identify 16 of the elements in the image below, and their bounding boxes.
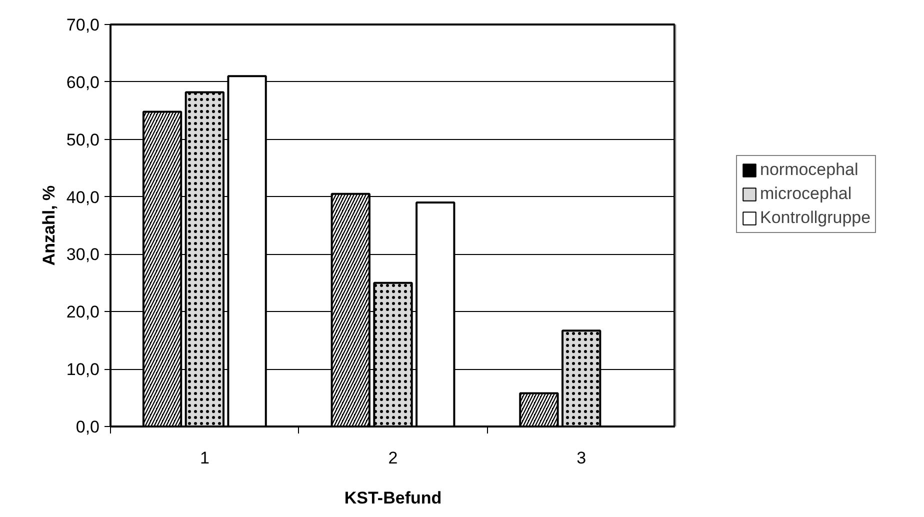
x-tick-label: 1 <box>200 448 210 468</box>
y-tick-label: 10,0 <box>66 360 100 380</box>
y-tick-label: 50,0 <box>66 130 100 150</box>
y-tick-label: 40,0 <box>66 188 100 207</box>
y-tick-label: 0,0 <box>76 418 100 436</box>
legend-label: microcephal <box>760 184 852 204</box>
x-tick-label: 2 <box>388 448 398 468</box>
y-tick-label: 60,0 <box>66 72 100 92</box>
x-tick-label: 3 <box>576 448 586 468</box>
y-tick-label: 70,0 <box>66 16 100 34</box>
y-axis-title: Anzahl, % <box>39 185 58 266</box>
legend-label: normocephal <box>760 160 858 180</box>
y-tick-label: 30,0 <box>66 245 100 264</box>
y-tick-label: 20,0 <box>66 302 100 322</box>
x-axis-title: KST-Befund <box>344 488 442 508</box>
legend-label: Kontrollgruppe <box>760 208 871 228</box>
